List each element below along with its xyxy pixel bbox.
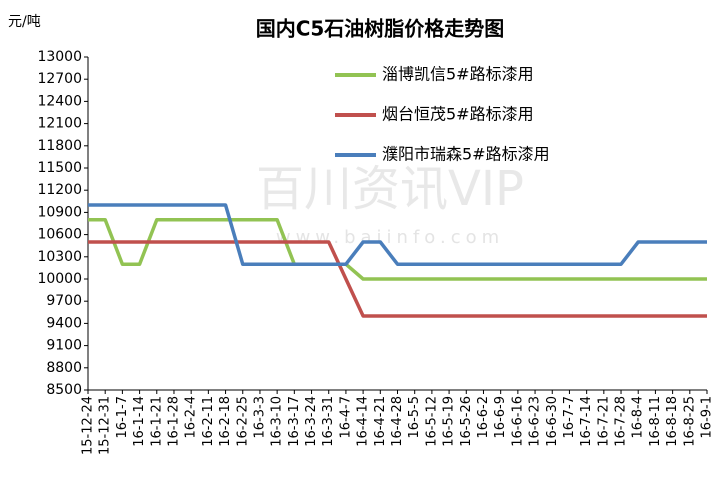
x-tick-label: 16-2-25 <box>235 396 250 447</box>
legend-label: 濮阳市瑞森5#路标漆用 <box>382 145 550 164</box>
x-tick-label: 16-6-30 <box>545 396 560 447</box>
series-line <box>88 218 707 281</box>
x-tick-label: 16-5-12 <box>424 396 439 447</box>
y-tick-label: 12700 <box>37 71 82 87</box>
x-tick-label: 16-3-10 <box>270 396 285 447</box>
y-tick-label: 9100 <box>46 338 82 354</box>
watermark: www.baiinfo.com <box>276 227 504 248</box>
legend-label: 淄博凯信5#路标漆用 <box>382 65 534 84</box>
y-tick-label: 8800 <box>46 360 82 376</box>
y-tick-label: 9400 <box>46 315 82 331</box>
chart-title: 国内C5石油树脂价格走势图 <box>256 17 505 41</box>
y-tick-label: 13000 <box>37 49 82 65</box>
x-tick-label: 16-1-7 <box>115 396 130 438</box>
x-tick-label: 16-6-23 <box>528 396 543 447</box>
y-tick-label: 12400 <box>37 93 82 109</box>
x-tick-label: 16-1-28 <box>166 396 181 447</box>
x-tick-label: 16-4-28 <box>390 396 405 447</box>
y-tick-label: 11800 <box>37 138 82 154</box>
legend-label: 烟台恒茂5#路标漆用 <box>382 105 534 124</box>
x-tick-label: 16-5-26 <box>459 396 474 447</box>
y-tick-label: 10900 <box>37 204 82 220</box>
y-tick-label: 11200 <box>37 182 82 198</box>
x-tick-label: 16-5-5 <box>407 396 422 438</box>
y-tick-label: 10600 <box>37 227 82 243</box>
x-tick-label: 16-1-14 <box>132 396 147 447</box>
series-line <box>88 203 707 266</box>
x-tick-label: 16-3-31 <box>321 396 336 447</box>
x-tick-label: 15-12-24 <box>81 396 96 455</box>
y-tick-label: 10000 <box>37 271 82 287</box>
x-tick-label: 16-8-18 <box>665 396 680 447</box>
x-tick-label: 16-9-1 <box>700 396 714 438</box>
x-tick-label: 16-7-7 <box>562 396 577 438</box>
x-tick-label: 16-8-11 <box>648 396 663 447</box>
x-tick-label: 16-8-4 <box>631 396 646 438</box>
x-tick-label: 15-12-31 <box>98 396 113 455</box>
y-tick-label: 12100 <box>37 116 82 132</box>
x-tick-label: 16-4-7 <box>338 396 353 438</box>
x-tick-label: 16-6-2 <box>476 396 491 438</box>
y-tick-label: 8500 <box>46 382 82 398</box>
x-tick-label: 16-6-16 <box>510 396 525 447</box>
y-tick-label: 9700 <box>46 293 82 309</box>
y-tick-label: 10300 <box>37 249 82 265</box>
x-tick-label: 16-2-18 <box>218 396 233 447</box>
x-tick-label: 16-2-4 <box>184 396 199 438</box>
y-axis-label: 元/吨 <box>8 14 41 30</box>
x-tick-label: 16-3-24 <box>304 396 319 447</box>
x-tick-label: 16-7-14 <box>579 396 594 447</box>
x-tick-label: 16-7-28 <box>614 396 629 447</box>
x-tick-label: 16-3-3 <box>252 396 267 438</box>
x-tick-label: 16-1-21 <box>149 396 164 447</box>
x-tick-label: 16-7-21 <box>596 396 611 447</box>
x-tick-label: 16-4-14 <box>356 396 371 447</box>
x-tick-label: 16-4-21 <box>373 396 388 447</box>
y-tick-label: 11500 <box>37 160 82 176</box>
x-tick-label: 16-3-17 <box>287 396 302 447</box>
x-tick-label: 16-8-25 <box>682 396 697 447</box>
x-tick-label: 16-5-19 <box>442 396 457 447</box>
series-line <box>88 240 707 318</box>
watermark: 百川资讯VIP <box>256 161 524 217</box>
x-tick-label: 16-6-9 <box>493 396 508 438</box>
x-tick-label: 16-2-11 <box>201 396 216 447</box>
